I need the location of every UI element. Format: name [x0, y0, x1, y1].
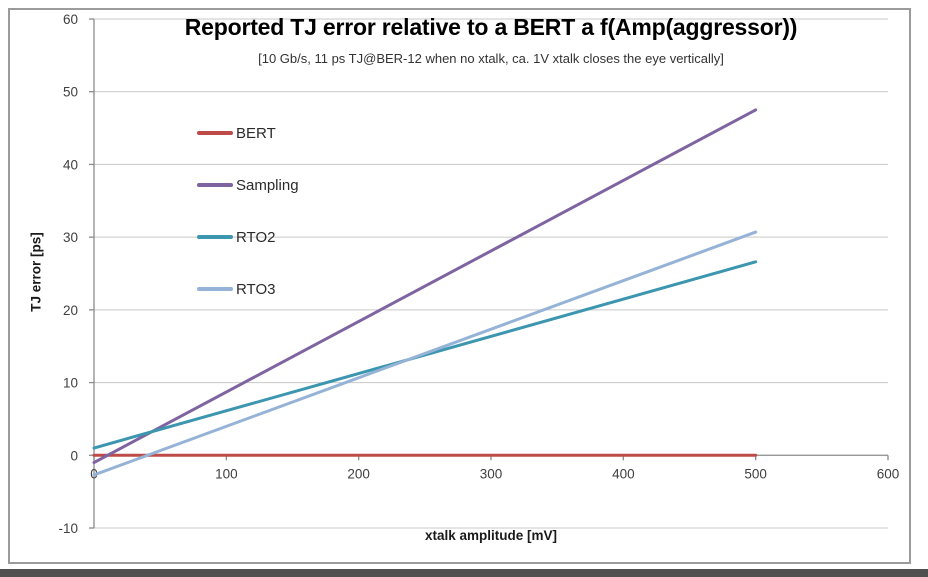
legend-marker-bert [197, 131, 233, 135]
chart-frame [8, 8, 911, 564]
x-tick-label-100: 100 [215, 466, 238, 481]
x-tick-label-200: 200 [347, 466, 370, 481]
y-tick-label-0: 0 [70, 448, 78, 463]
legend-marker-rto2 [197, 235, 233, 239]
legend-label-bert: BERT [236, 124, 276, 142]
x-tick-label-500: 500 [744, 466, 767, 481]
series-line-rto3 [92, 230, 758, 477]
legend-item-bert: BERT [197, 107, 299, 159]
x-axis-title: xtalk amplitude [mV] [424, 528, 558, 543]
y-tick-label-50: 50 [63, 85, 78, 100]
legend-label-rto2: RTO2 [236, 228, 276, 246]
y-axis-title: TJ error [ps] [28, 232, 44, 312]
y-tick-label-60: 60 [63, 12, 78, 27]
legend-marker-rto3 [197, 287, 233, 291]
y-tick-label-10: 10 [63, 376, 78, 391]
legend: BERT Sampling RTO2 RTO3 [197, 107, 299, 315]
x-tick-label-300: 300 [480, 466, 503, 481]
legend-item-sampling: Sampling [197, 159, 299, 211]
y-tick-label--10: -10 [58, 521, 78, 536]
bottom-edge-bar [0, 569, 928, 577]
chart-title: Reported TJ error relative to a BERT a f… [184, 14, 798, 40]
legend-label-rto3: RTO3 [236, 280, 276, 298]
chart-subtitle: [10 Gb/s, 11 ps TJ@BER-12 when no xtalk,… [258, 51, 724, 66]
y-tick-label-40: 40 [63, 157, 78, 172]
y-tick-label-20: 20 [63, 303, 78, 318]
x-tick-label-400: 400 [612, 466, 635, 481]
legend-item-rto2: RTO2 [197, 211, 299, 263]
y-tick-label-30: 30 [63, 230, 78, 245]
x-tick-label-600: 600 [877, 466, 900, 481]
series-line-sampling [92, 108, 758, 465]
legend-marker-sampling [197, 183, 233, 187]
legend-item-rto3: RTO3 [197, 263, 299, 315]
legend-label-sampling: Sampling [236, 176, 299, 194]
